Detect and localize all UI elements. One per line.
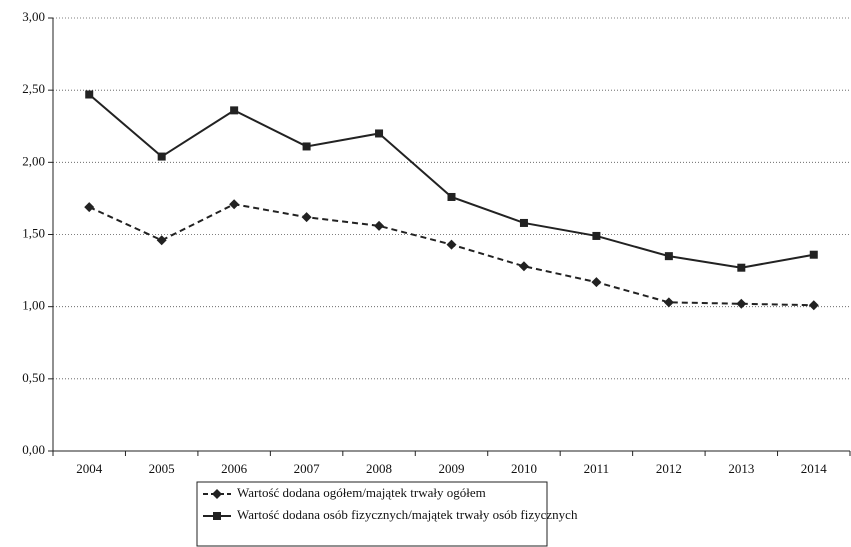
- marker: [156, 235, 167, 246]
- x-tick-label: 2013: [728, 461, 754, 476]
- marker: [84, 202, 95, 213]
- marker: [809, 250, 818, 259]
- marker: [591, 277, 602, 288]
- marker: [446, 239, 457, 250]
- x-tick-label: 2014: [801, 461, 828, 476]
- marker: [213, 512, 221, 520]
- x-tick-label: 2008: [366, 461, 392, 476]
- marker: [736, 298, 747, 309]
- x-tick-label: 2011: [584, 461, 610, 476]
- marker: [663, 297, 674, 308]
- marker: [301, 212, 312, 223]
- x-tick-label: 2006: [221, 461, 248, 476]
- x-tick-label: 2009: [439, 461, 465, 476]
- marker: [664, 252, 673, 261]
- x-tick-label: 2012: [656, 461, 682, 476]
- marker: [519, 218, 528, 227]
- marker: [229, 199, 240, 210]
- x-tick-label: 2007: [294, 461, 321, 476]
- legend-box: [196, 481, 548, 547]
- marker: [737, 263, 746, 272]
- x-tick-label: 2004: [76, 461, 103, 476]
- marker: [212, 489, 222, 499]
- series-line: [88, 203, 814, 307]
- y-tick-label: 1,00: [22, 298, 45, 313]
- marker: [808, 300, 819, 311]
- marker: [374, 220, 385, 231]
- y-tick-label: 2,00: [22, 153, 45, 168]
- legend-label: Wartość dodana osób fizycznych/majątek t…: [237, 507, 578, 522]
- marker: [85, 90, 94, 99]
- marker: [447, 192, 456, 201]
- marker: [375, 129, 384, 138]
- x-tick-label: 2010: [511, 461, 537, 476]
- y-tick-label: 0,00: [22, 442, 45, 457]
- y-tick-label: 2,50: [22, 81, 45, 96]
- y-tick-label: 1,50: [22, 225, 45, 240]
- marker: [302, 142, 311, 151]
- marker: [592, 231, 601, 240]
- legend-label: Wartość dodana ogółem/majątek trwały ogó…: [237, 485, 486, 500]
- marker: [157, 152, 166, 161]
- marker: [230, 106, 239, 115]
- x-tick-label: 2005: [149, 461, 175, 476]
- marker: [518, 261, 529, 272]
- y-tick-label: 3,00: [22, 9, 45, 24]
- y-tick-label: 0,50: [22, 370, 45, 385]
